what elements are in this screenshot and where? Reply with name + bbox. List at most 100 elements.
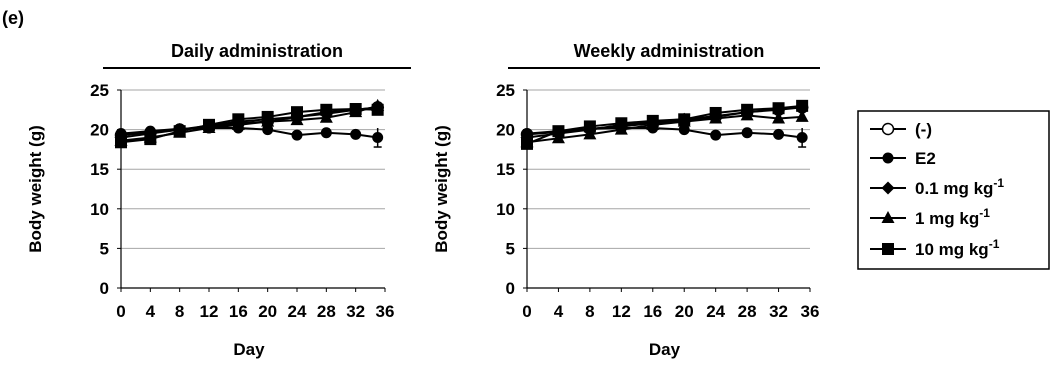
legend-label: (-) <box>915 120 932 139</box>
legend-label-superscript: -1 <box>993 176 1004 190</box>
y-tick-label: 25 <box>496 81 515 100</box>
legend-marker-circle-open-icon <box>881 122 895 136</box>
series-line <box>526 114 803 144</box>
y-axis-label: Body weight (g) <box>26 125 45 252</box>
legend-entry-10-mg-kg-1: 10 mg kg-1 <box>870 237 1000 259</box>
data-point <box>144 133 157 146</box>
y-tick-label: 0 <box>506 279 515 298</box>
data-point <box>583 127 597 140</box>
data-point <box>203 118 215 131</box>
chart-weekly-administration: Weekly administration 0 5 10 15 20 25 0 4 8 12 16 20… <box>432 41 820 359</box>
legend-label-superscript: -1 <box>989 237 1000 251</box>
data-point <box>796 132 808 144</box>
legend-entry-e2: E2 <box>870 149 936 168</box>
panel-label: (e) <box>2 8 24 28</box>
legend-entry-0-1-mg-kg-1: 0.1 mg kg-1 <box>870 176 1004 198</box>
series-line <box>120 127 378 139</box>
y-tick-label: 0 <box>100 279 109 298</box>
x-tick-label: 20 <box>675 302 694 321</box>
data-point <box>678 124 690 136</box>
data-point <box>773 128 785 140</box>
x-tick-label: 28 <box>738 302 757 321</box>
x-tick-label: 24 <box>288 302 307 321</box>
data-point <box>646 114 659 127</box>
series-line <box>120 106 378 139</box>
data-point <box>583 120 596 133</box>
chart-title: Weekly administration <box>574 41 765 61</box>
legend-label: E2 <box>915 149 936 168</box>
x-tick-label: 12 <box>200 302 219 321</box>
data-point <box>371 103 384 116</box>
series-10-mg-kg-1 <box>115 103 384 149</box>
data-point <box>552 125 565 138</box>
legend-marker-square-icon <box>882 243 894 255</box>
data-point <box>796 99 809 112</box>
x-tick-label: 32 <box>346 302 365 321</box>
chart-daily-administration: Daily administration 0 5 10 15 20 25 0 4 8 12 16 20 2… <box>26 41 411 359</box>
legend: (-) E2 0.1 mg kg-1 1 mg kg-1 10 mg kg-1 <box>857 110 1050 270</box>
data-point <box>521 137 533 150</box>
series-10-mg-kg-1 <box>521 99 809 150</box>
x-tick-label: 4 <box>554 302 564 321</box>
data-point <box>772 102 785 115</box>
x-tick-label: 16 <box>229 302 248 321</box>
x-tick-label: 20 <box>258 302 277 321</box>
data-point <box>290 113 304 126</box>
data-point <box>741 127 753 139</box>
legend-marker-triangle-icon <box>881 211 895 223</box>
data-point <box>115 136 127 149</box>
y-tick-label: 10 <box>90 200 109 219</box>
series-line <box>120 108 378 144</box>
data-point <box>261 110 274 123</box>
legend-entry-: (-) <box>870 120 932 139</box>
data-point <box>173 125 186 138</box>
series-line <box>526 127 803 139</box>
data-point <box>262 124 274 136</box>
data-point <box>320 127 332 139</box>
y-tick-label: 5 <box>100 239 109 258</box>
y-tick-label: 15 <box>90 160 109 179</box>
x-tick-label: 36 <box>801 302 820 321</box>
x-axis-label: Day <box>649 340 681 359</box>
x-tick-label: 16 <box>643 302 662 321</box>
data-point <box>795 109 809 122</box>
y-tick-label: 15 <box>496 160 515 179</box>
y-tick-label: 20 <box>496 121 515 140</box>
series-line <box>526 104 803 145</box>
x-tick-label: 8 <box>585 302 594 321</box>
legend-entry-1-mg-kg-1: 1 mg kg-1 <box>870 206 990 228</box>
x-tick-label: 4 <box>146 302 156 321</box>
x-tick-label: 24 <box>706 302 725 321</box>
data-point <box>615 117 628 130</box>
data-point <box>741 103 754 116</box>
chart-title: Daily administration <box>171 41 343 61</box>
data-point <box>678 113 691 126</box>
data-point <box>710 129 722 141</box>
data-point <box>349 103 362 116</box>
y-tick-label: 10 <box>496 200 515 219</box>
data-point <box>232 113 245 126</box>
x-tick-label: 8 <box>175 302 184 321</box>
data-point <box>372 132 384 144</box>
y-tick-label: 5 <box>506 239 515 258</box>
x-tick-label: 0 <box>116 302 125 321</box>
x-axis-label: Day <box>233 340 265 359</box>
data-point <box>709 106 722 119</box>
x-tick-label: 0 <box>522 302 531 321</box>
x-tick-label: 12 <box>612 302 631 321</box>
data-point <box>320 103 333 116</box>
data-point <box>772 111 786 124</box>
legend-label: 1 mg kg-1 <box>915 206 990 228</box>
legend-marker-circle-icon <box>882 152 894 164</box>
x-tick-label: 32 <box>769 302 788 321</box>
data-point <box>350 128 362 140</box>
y-tick-label: 25 <box>90 81 109 100</box>
legend-label: 10 mg kg-1 <box>915 237 1000 259</box>
x-tick-label: 28 <box>317 302 336 321</box>
data-point <box>551 131 565 144</box>
y-axis-label: Body weight (g) <box>432 125 451 252</box>
data-point <box>291 129 303 141</box>
x-tick-label: 36 <box>376 302 395 321</box>
data-point <box>319 110 333 123</box>
